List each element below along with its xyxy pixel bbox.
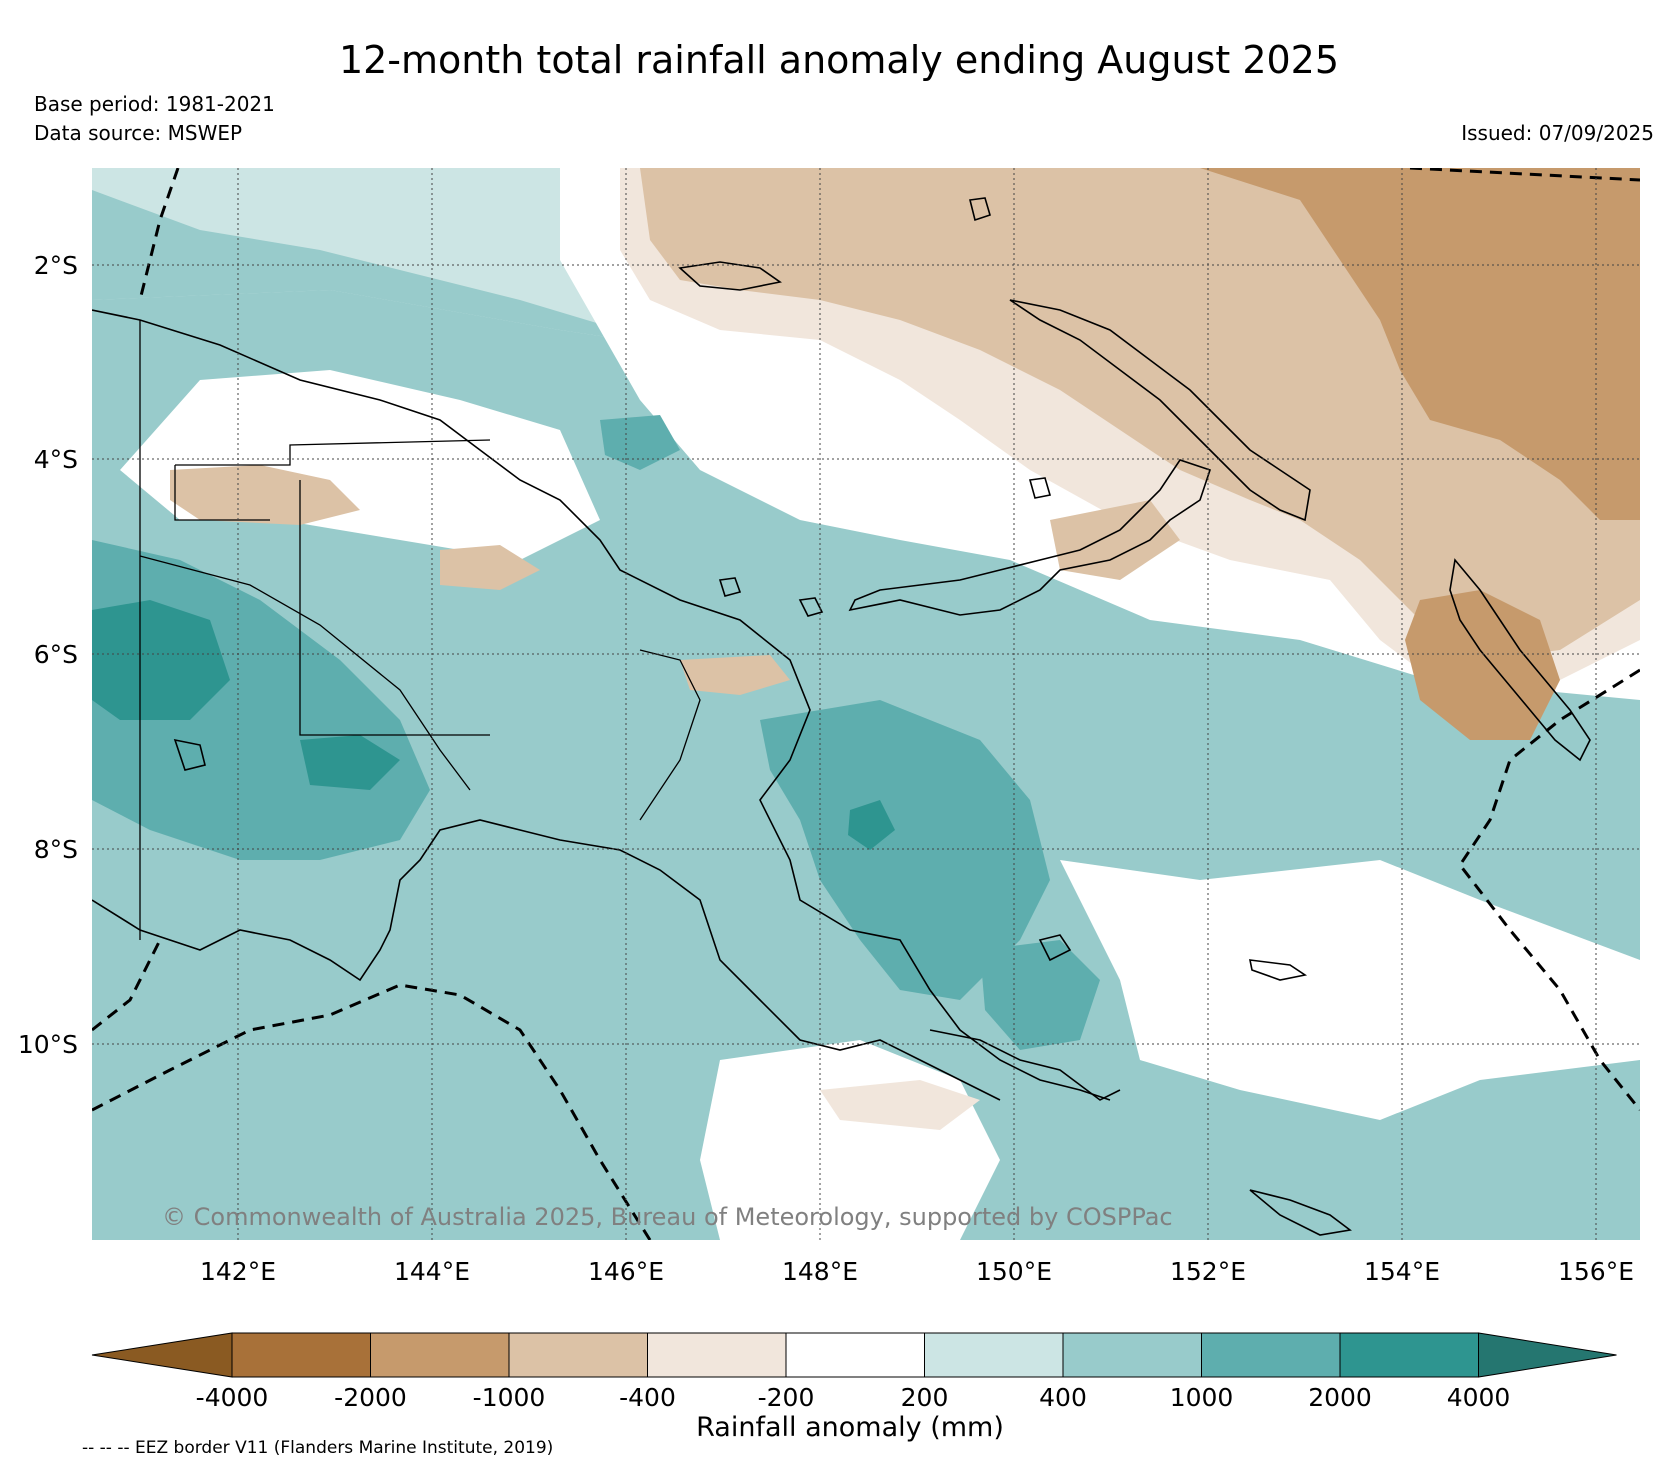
- colorbar-extension-high: [1478, 1332, 1617, 1378]
- colorbar-tick-label: -400: [619, 1383, 676, 1412]
- colorbar-segment: [924, 1332, 1064, 1378]
- lon-label: 142°E: [200, 1257, 276, 1286]
- lon-label: 156°E: [1558, 1257, 1634, 1286]
- graticule: [92, 168, 1640, 1240]
- longitude-labels: 142°E 144°E 146°E 148°E 150°E 152°E 154°…: [200, 1257, 1634, 1286]
- coastlines: [92, 197, 1591, 1236]
- colorbar-segment: [1062, 1332, 1202, 1378]
- colorbar-extension-low: [91, 1332, 233, 1378]
- borders: [139, 320, 701, 940]
- colorbar-segment: [1339, 1332, 1479, 1378]
- colorbar-tick-label: 2000: [1308, 1383, 1372, 1412]
- lat-label: 8°S: [34, 835, 78, 864]
- lon-label: 152°E: [1170, 1257, 1246, 1286]
- anomaly-fill-2000-4000: [92, 600, 230, 720]
- lat-label: 2°S: [34, 251, 78, 280]
- eez-borders: [92, 168, 1640, 1240]
- issued-date: Issued: 07/09/2025: [1461, 121, 1654, 145]
- colorbar-tick-label: -4000: [196, 1383, 269, 1412]
- latitude-labels: 2°S 4°S 6°S 8°S 10°S: [18, 251, 78, 1059]
- colorbar-segment: [231, 1332, 371, 1378]
- colorbar-tick-label: -200: [758, 1383, 815, 1412]
- colorbar-tick-label: 400: [1039, 1383, 1087, 1412]
- colorbar-segment: [1201, 1332, 1341, 1378]
- colorbar-tick-labels: -4000 -2000 -1000 -400 -200 200 400 1000 2000 400…: [196, 1383, 1511, 1412]
- colorbar-label: Rainfall anomaly (mm): [696, 1412, 1004, 1443]
- eez-footnote: -- -- -- EEZ border V11 (Flanders Marine…: [82, 1438, 554, 1458]
- colorbar-tick-label: 1000: [1170, 1383, 1234, 1412]
- colorbar-tick-label: -1000: [473, 1383, 546, 1412]
- lon-label: 154°E: [1364, 1257, 1440, 1286]
- lat-label: 6°S: [34, 640, 78, 669]
- map-title: 12-month total rainfall anomaly ending A…: [338, 38, 1340, 82]
- lon-label: 150°E: [976, 1257, 1052, 1286]
- lat-label: 10°S: [18, 1030, 78, 1059]
- colorbar-segment: [508, 1332, 648, 1378]
- colorbar-tick-label: 200: [901, 1383, 949, 1412]
- colorbar-segment: [370, 1332, 510, 1378]
- rainfall-anomaly-map: [92, 168, 1640, 1240]
- colorbar-segment: [647, 1332, 787, 1378]
- lat-label: 4°S: [34, 445, 78, 474]
- colorbar-segment: [785, 1332, 925, 1378]
- lon-label: 144°E: [394, 1257, 470, 1286]
- colorbar-tick-label: 4000: [1447, 1383, 1511, 1412]
- lon-label: 148°E: [782, 1257, 858, 1286]
- colorbar-tick-label: -2000: [334, 1383, 407, 1412]
- data-source-note: Data source: MSWEP: [34, 121, 243, 145]
- colorbar: [91, 1332, 1617, 1378]
- lon-label: 146°E: [588, 1257, 664, 1286]
- anomaly-fill-minus-1000-2000: [1200, 168, 1640, 520]
- base-period-note: Base period: 1981-2021: [34, 92, 275, 116]
- copyright-watermark: © Commonwealth of Australia 2025, Bureau…: [162, 1203, 1173, 1231]
